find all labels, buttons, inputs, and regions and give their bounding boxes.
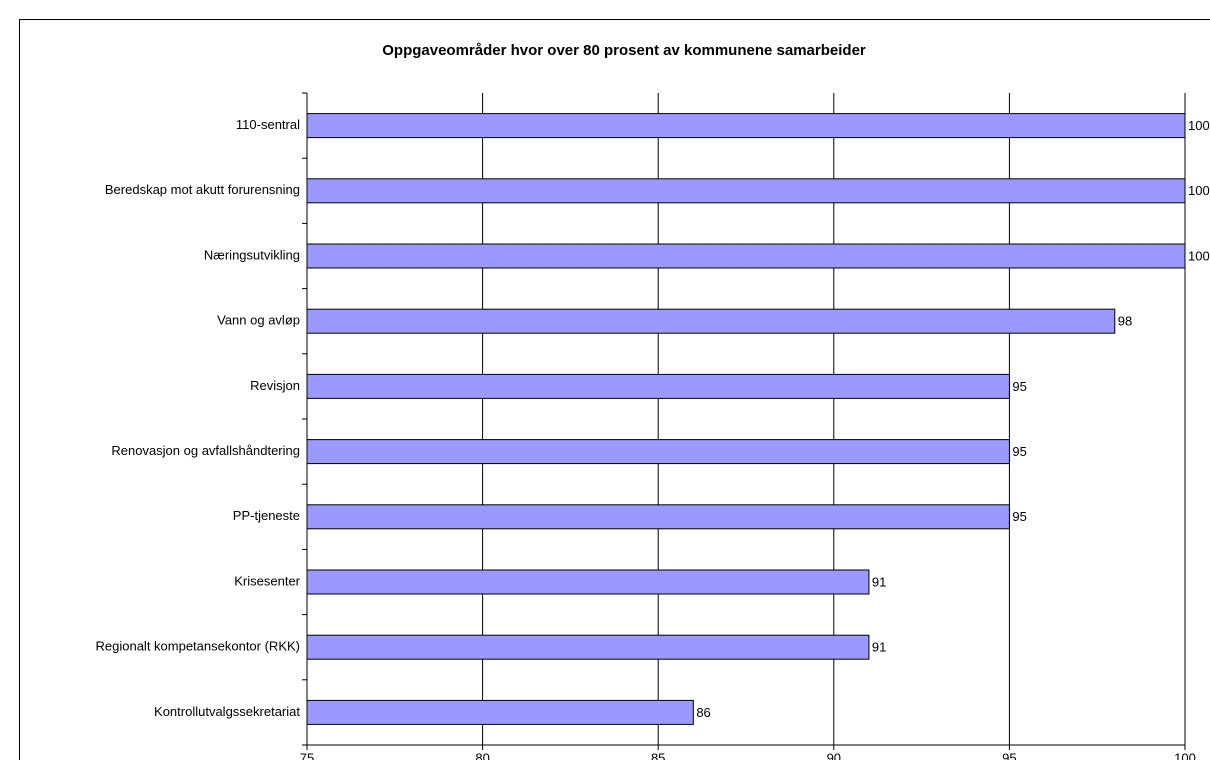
bar: [306, 504, 1010, 530]
value-label: 100: [1188, 183, 1210, 198]
y-tick-label: Beredskap mot akutt forurensning: [105, 182, 300, 197]
bar: [306, 113, 1186, 139]
value-label: 100: [1188, 248, 1210, 263]
y-tick-label: Kontrollutvalgssekretariat: [154, 704, 300, 719]
y-tick-label: Krisesenter: [234, 573, 300, 588]
x-tick-label: 90: [827, 750, 841, 760]
y-tick-label: PP-tjeneste: [233, 508, 300, 523]
y-tick-label: Næringsutvikling: [204, 247, 300, 262]
bar: [306, 308, 1116, 334]
x-tick-label: 80: [475, 750, 489, 760]
value-label: 100: [1188, 118, 1210, 133]
y-tick-label: Revisjon: [250, 378, 300, 393]
value-label: 98: [1118, 314, 1132, 329]
x-tick-label: 95: [1002, 750, 1016, 760]
bar: [306, 569, 870, 595]
value-label: 91: [872, 574, 886, 589]
bar: [306, 373, 1010, 399]
y-tick-label: Regionalt kompetansekontor (RKK): [96, 639, 301, 654]
y-tick-label: 110-sentral: [236, 117, 300, 132]
value-label: 95: [1012, 509, 1026, 524]
value-label: 95: [1012, 444, 1026, 459]
bar: [306, 178, 1186, 204]
x-tick-label: 100: [1174, 750, 1196, 760]
bar: [306, 439, 1010, 465]
value-label: 91: [872, 640, 886, 655]
bar: [306, 699, 694, 725]
bar: [306, 243, 1186, 269]
value-label: 95: [1012, 379, 1026, 394]
y-tick-label: Renovasjon og avfallshåndtering: [111, 443, 300, 458]
value-label: 86: [696, 705, 710, 720]
bar: [306, 634, 870, 660]
x-tick-label: 75: [300, 750, 314, 760]
chart-title: Oppgaveområder hvor over 80 prosent av k…: [382, 42, 866, 59]
x-tick-label: 85: [651, 750, 665, 760]
y-tick-label: Vann og avløp: [217, 313, 300, 328]
